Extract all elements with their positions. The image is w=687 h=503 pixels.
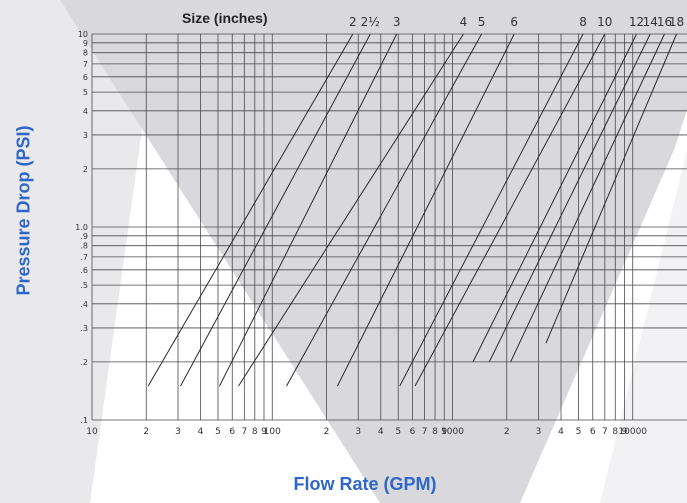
y-tick-label: 10: [78, 30, 88, 39]
series-line-2½: [180, 33, 371, 387]
x-tick-label: 2: [504, 427, 510, 437]
y-tick-label: 2: [83, 165, 88, 174]
series-line-18: [545, 33, 678, 344]
size-label-18: 18: [669, 15, 684, 29]
x-axis-label: Flow Rate (GPM): [293, 474, 437, 494]
size-label-5: 5: [478, 15, 486, 29]
x-tick-label: 7: [422, 427, 428, 437]
x-tick-label: 3: [536, 427, 542, 437]
x-tick-label: 4: [378, 427, 384, 437]
y-tick-label: 8: [83, 49, 88, 58]
x-tick-label: 2: [324, 427, 330, 437]
x-tick-label: 8: [612, 427, 618, 437]
x-tick-label: 7: [241, 427, 247, 437]
y-tick-label: 3: [83, 131, 88, 140]
x-tick-label: 9: [441, 427, 447, 437]
y-tick-label: .4: [80, 300, 88, 309]
series-line-14: [488, 33, 651, 363]
y-tick-label: 6: [83, 73, 88, 82]
size-label-16: 16: [657, 15, 672, 29]
size-label-14: 14: [643, 15, 658, 29]
y-tick-label: 1.0: [75, 223, 88, 232]
x-tick-label: 5: [576, 427, 582, 437]
x-tick-label: 9: [622, 427, 628, 437]
y-tick-label: .8: [80, 242, 88, 251]
x-tick-label: 3: [355, 427, 361, 437]
y-tick-label: 7: [83, 60, 88, 69]
x-tick-label: 10: [86, 427, 98, 437]
y-tick-label: 4: [83, 107, 88, 116]
size-axis-title: Size (inches): [182, 10, 268, 26]
y-tick-label: .1: [80, 416, 88, 425]
x-tick-label: 3: [175, 427, 181, 437]
size-label-6: 6: [510, 15, 518, 29]
x-tick-label: 6: [229, 427, 235, 437]
x-tick-label: 4: [198, 427, 204, 437]
x-tick-label: 10000: [618, 427, 647, 437]
x-tick-label: 8: [432, 427, 438, 437]
y-tick-label: 9: [83, 39, 88, 48]
x-tick-label: 2: [143, 427, 149, 437]
y-tick-label: .3: [80, 324, 88, 333]
series-line-8: [399, 33, 584, 387]
y-tick-label: .9: [80, 232, 88, 241]
x-tick-label: 5: [215, 427, 221, 437]
x-tick-label: 9: [261, 427, 267, 437]
y-tick-label: .5: [80, 281, 88, 290]
x-tick-label: 100: [264, 427, 281, 437]
size-label-3: 3: [393, 15, 401, 29]
size-label-12: 12: [629, 15, 644, 29]
series-line-16: [510, 33, 665, 363]
y-tick-label: 5: [83, 88, 88, 97]
x-tick-label: 7: [602, 427, 608, 437]
x-tick-label: 6: [590, 427, 596, 437]
x-tick-label: 8: [252, 427, 258, 437]
series-line-5: [286, 33, 483, 387]
size-label-4: 4: [460, 15, 468, 29]
y-axis-label: Pressure Drop (PSI): [13, 124, 34, 296]
size-label-2: 2: [349, 15, 357, 29]
y-tick-label: .2: [80, 358, 88, 367]
y-tick-label: .6: [80, 266, 88, 275]
series-line-12: [472, 33, 638, 363]
x-tick-label: 5: [395, 427, 401, 437]
chart-grid: [91, 33, 687, 421]
series-line-3: [219, 33, 398, 387]
x-tick-label: 6: [410, 427, 416, 437]
size-label-10: 10: [597, 15, 612, 29]
series-lines: [147, 33, 678, 387]
x-tick-label: 1000: [441, 427, 464, 437]
series-line-4: [238, 33, 464, 387]
series-line-10: [414, 33, 606, 387]
series-line-6: [337, 33, 515, 387]
y-tick-label: .7: [80, 253, 88, 262]
size-label-2½: 2½: [361, 15, 380, 29]
series-line-2: [147, 33, 354, 387]
x-tick-label: 4: [558, 427, 564, 437]
size-label-8: 8: [579, 15, 587, 29]
